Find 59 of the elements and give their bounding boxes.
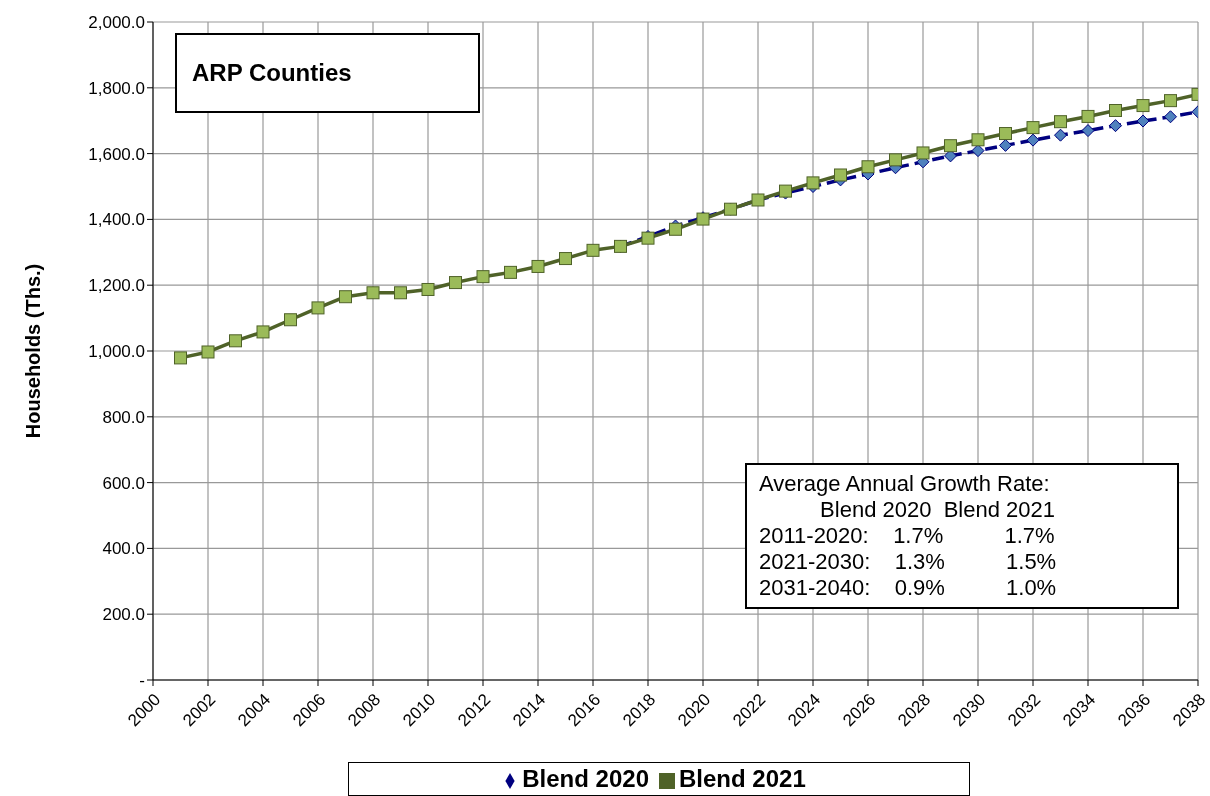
point xyxy=(1164,110,1177,124)
y-tick-label: 1,000.0 xyxy=(88,342,145,362)
point xyxy=(421,282,435,296)
y-tick-label: 400.0 xyxy=(102,539,145,559)
point xyxy=(531,259,545,273)
title-box: ARP Counties xyxy=(175,33,480,113)
point xyxy=(889,153,902,167)
point xyxy=(916,146,930,160)
annotation: 2011-2020: 1.7% 1.7% xyxy=(759,523,1056,549)
point xyxy=(944,149,957,163)
point xyxy=(586,243,600,257)
point xyxy=(366,286,380,300)
y-tick-label: 800.0 xyxy=(102,407,145,427)
legend-label: Blend 2020 xyxy=(522,765,649,792)
point xyxy=(1054,115,1067,129)
y-tick-label: 1,400.0 xyxy=(88,210,145,230)
point xyxy=(1081,109,1095,123)
point xyxy=(861,160,875,174)
annotation: Blend 2020 Blend 2021 xyxy=(819,497,1056,523)
point xyxy=(394,286,407,300)
point xyxy=(1109,104,1122,117)
point xyxy=(944,139,957,153)
point xyxy=(476,270,490,284)
legend-label: Blend 2021 xyxy=(679,765,806,792)
y-tick-label: 1,600.0 xyxy=(88,144,145,164)
point xyxy=(834,168,847,182)
point xyxy=(229,334,242,348)
point xyxy=(174,351,187,365)
point xyxy=(806,176,820,190)
point xyxy=(971,133,985,147)
annotation: 2031-2040: 0.9% 1.0% xyxy=(759,575,1058,601)
point xyxy=(999,127,1012,141)
point xyxy=(559,252,572,266)
y-tick-label: 200.0 xyxy=(102,605,145,625)
point xyxy=(201,345,215,359)
point xyxy=(1026,121,1040,135)
point xyxy=(1136,114,1150,128)
point xyxy=(1136,99,1150,113)
point xyxy=(1164,94,1177,108)
y-tick-label: 600.0 xyxy=(102,473,145,493)
point xyxy=(449,276,462,290)
point xyxy=(311,301,325,315)
point xyxy=(284,313,297,327)
y-axis-title: Households (Ths.) xyxy=(22,263,45,439)
point xyxy=(256,325,270,339)
annotation: Average Annual Growth Rate: xyxy=(759,471,1051,497)
point xyxy=(1081,124,1095,138)
y-tick-label: 2,000.0 xyxy=(88,13,145,33)
point xyxy=(504,265,517,279)
y-tick-label: 1,200.0 xyxy=(88,276,145,296)
y-tick-label: - xyxy=(139,671,145,691)
point xyxy=(971,144,985,158)
point xyxy=(1109,119,1122,133)
point xyxy=(339,290,352,304)
point xyxy=(1054,128,1067,142)
point xyxy=(1026,133,1040,147)
point xyxy=(999,138,1012,152)
y-tick-label: 1,800.0 xyxy=(88,78,145,98)
annotation: 2021-2030: 1.3% 1.5% xyxy=(759,549,1058,575)
